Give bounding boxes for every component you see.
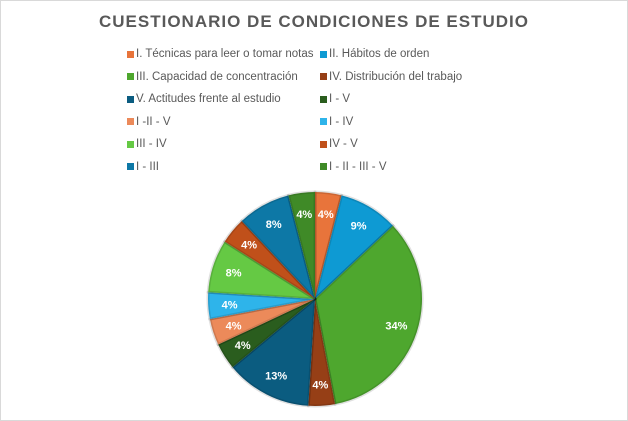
legend-item: I - V xyxy=(320,93,350,105)
pie-slice xyxy=(306,297,337,408)
legend-swatch xyxy=(127,140,134,148)
pie-slice xyxy=(206,240,317,301)
legend-label: IV. Distribución del trabajo xyxy=(329,70,463,83)
legend-swatch xyxy=(127,73,134,80)
legend-label: I. Técnicas para leer o tomar notas xyxy=(136,48,314,60)
data-label: 8% xyxy=(226,268,242,280)
legend-swatch xyxy=(127,118,134,125)
legend-item: II. Hábitos de orden xyxy=(320,48,429,60)
pie-slice xyxy=(313,190,344,301)
legend-label: I - II - III - V xyxy=(329,160,387,173)
pie-slice xyxy=(286,190,317,301)
chart-title: CUESTIONARIO DE CONDICIONES DE ESTUDIO xyxy=(99,12,529,31)
data-label: 4% xyxy=(226,320,242,332)
legend-swatch xyxy=(320,118,327,125)
data-label: 4% xyxy=(235,340,251,352)
pie-slice xyxy=(313,193,395,301)
legend-item: I -II - V xyxy=(127,116,171,128)
data-label: 4% xyxy=(318,209,334,221)
legend-swatch xyxy=(320,163,327,170)
data-label: 34% xyxy=(385,320,407,332)
pie-slice xyxy=(231,297,317,408)
data-label: 4% xyxy=(241,239,257,251)
pie-slice xyxy=(206,290,317,321)
legend-item: IV - V xyxy=(320,138,358,150)
legend-item: I - II - III - V xyxy=(320,161,387,173)
legend-item: V. Actitudes frente al estudio xyxy=(127,93,281,105)
legend-item: I. Técnicas para leer o tomar notas xyxy=(127,48,314,60)
pie-slice xyxy=(223,219,317,301)
legend-label: I - V xyxy=(329,93,351,105)
legend-swatch xyxy=(320,140,327,148)
pie-slice xyxy=(240,193,317,301)
legend-item: IV. Distribución del trabajo xyxy=(320,71,462,83)
legend-item: III - IV xyxy=(127,138,167,150)
data-label: 4% xyxy=(312,379,328,391)
legend-item: III. Capacidad de concentración xyxy=(127,71,298,83)
data-label: 9% xyxy=(351,220,367,232)
legend-label: IV - V xyxy=(329,138,358,150)
legend-item: I - IV xyxy=(320,116,353,128)
legend-swatch xyxy=(127,50,134,58)
legend-label: III. Capacidad de concentración xyxy=(136,70,298,83)
pie-slice xyxy=(208,297,317,347)
legend-swatch xyxy=(320,95,327,103)
data-label: 13% xyxy=(265,370,287,382)
legend-swatch xyxy=(320,50,327,58)
legend-label: III - IV xyxy=(136,138,167,150)
data-label: 4% xyxy=(296,209,312,221)
pie-slice xyxy=(313,224,424,406)
legend-label: I -II - V xyxy=(136,115,171,128)
legend-label: II. Hábitos de orden xyxy=(329,48,430,60)
legend-swatch xyxy=(127,163,134,170)
legend-item: I - III xyxy=(127,161,159,173)
data-label: 8% xyxy=(266,219,282,231)
legend-label: I - III xyxy=(136,160,159,173)
legend-label: V. Actitudes frente al estudio xyxy=(136,93,281,105)
legend-swatch xyxy=(320,73,327,80)
data-label: 4% xyxy=(222,299,238,311)
pie-slice xyxy=(216,297,317,369)
legend-swatch xyxy=(127,95,134,103)
legend-label: I - IV xyxy=(329,115,354,128)
